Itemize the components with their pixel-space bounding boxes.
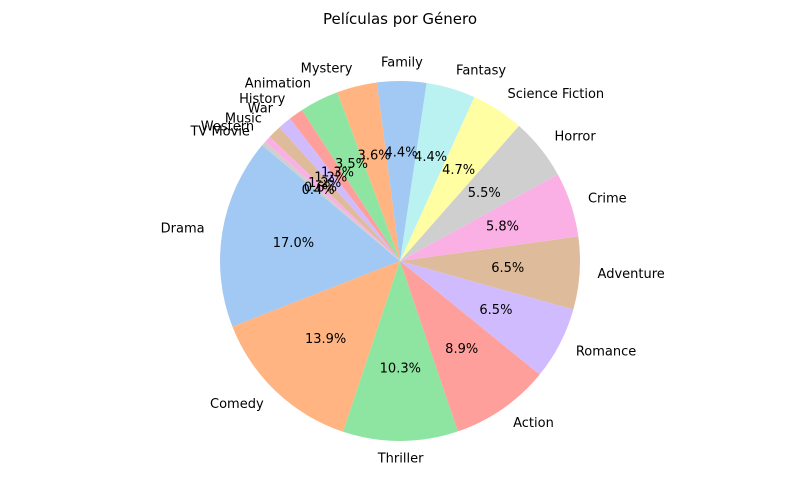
slice-percent-label: 17.0% [273, 236, 314, 251]
slice-percent-label: 6.5% [479, 303, 512, 318]
pie-slice-fantasy [400, 82, 475, 261]
slice-percent-label: 5.8% [486, 220, 519, 235]
pie-slice-history [289, 110, 400, 262]
pie-slices [220, 81, 580, 441]
pie-slice-tv-movie [262, 141, 400, 261]
slice-label: Romance [576, 345, 636, 360]
slice-label: Science Fiction [507, 87, 604, 102]
slice-percent-label: 8.9% [445, 342, 478, 357]
slice-label: TV Movie [189, 124, 249, 139]
slice-label: Drama [161, 221, 205, 236]
slice-percent-label: 0.6% [304, 180, 337, 195]
slice-percent-label: 1.2% [314, 171, 347, 186]
pie-slice-action [400, 261, 540, 432]
slice-label: Animation [245, 77, 311, 92]
slice-label: Action [513, 416, 554, 431]
pie-slice-mystery [337, 82, 400, 261]
slice-percent-label: 10.3% [380, 361, 421, 376]
slice-percent-label: 4.4% [414, 150, 447, 165]
pie-slice-western [265, 136, 400, 261]
pie-slice-thriller [343, 261, 458, 441]
slice-label: Adventure [598, 267, 665, 282]
slice-percent-label: 0.4% [302, 183, 335, 198]
slice-percent-label: 1.2% [308, 176, 341, 191]
pie-slice-horror [400, 125, 558, 261]
pie-slice-science-fiction [400, 97, 519, 261]
slice-label: Thriller [377, 451, 424, 466]
slice-label: Music [225, 112, 262, 127]
pie-slice-music [269, 127, 400, 261]
slice-percent-label: 1.3% [321, 165, 354, 180]
pie-slice-war [279, 118, 400, 261]
slice-percent-label: 3.6% [358, 149, 391, 164]
slice-percent-label: 5.5% [468, 186, 501, 201]
pie-slice-family [376, 81, 427, 261]
slice-percent-label: 13.9% [305, 332, 346, 347]
slice-label: Western [201, 120, 254, 135]
slice-percent-label: 6.5% [491, 261, 524, 276]
pie-slice-comedy [232, 261, 400, 432]
pie-slice-animation [301, 92, 400, 262]
slice-label: Comedy [210, 397, 264, 412]
chart-title: Películas por Género [322, 10, 477, 28]
slice-percent-label: 3.5% [335, 157, 368, 172]
pie-slice-romance [400, 261, 574, 375]
slice-label: Mystery [301, 61, 353, 76]
slice-label: Family [381, 56, 423, 71]
pie-slice-drama [220, 145, 400, 327]
pie-slice-crime [400, 174, 579, 261]
slice-label: Fantasy [456, 64, 506, 79]
slice-label: War [248, 102, 274, 117]
pie-labels: Drama 17.0% Comedy 13.9% Thriller 10.3% Action… [161, 56, 665, 467]
slice-label: History [239, 92, 286, 107]
slice-label: Crime [588, 191, 627, 206]
slice-label: Horror [554, 130, 596, 145]
slice-percent-label: 4.4% [385, 146, 418, 161]
slice-percent-label: 4.7% [442, 163, 475, 178]
pie-slice-adventure [400, 236, 580, 310]
